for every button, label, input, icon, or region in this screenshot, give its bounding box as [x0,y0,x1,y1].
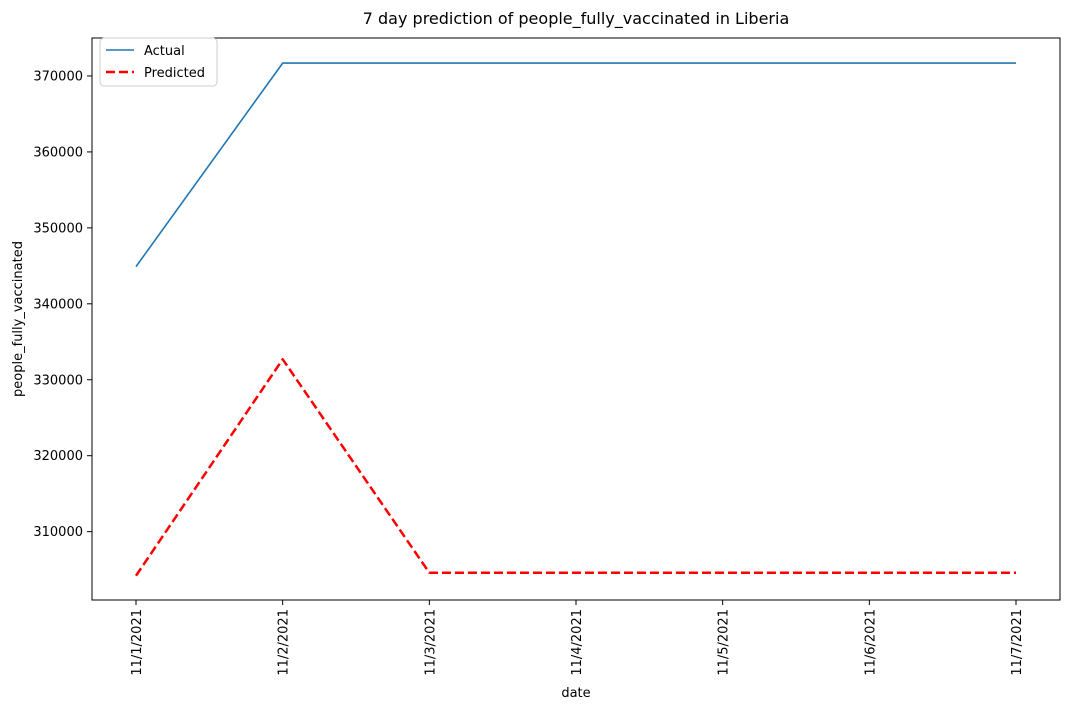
y-tick-label: 370000 [33,69,83,84]
x-tick-label: 11/6/2021 [863,609,878,676]
y-tick-label: 320000 [33,449,83,464]
series-line-actual [135,62,1016,268]
x-tick-label: 11/1/2021 [130,609,145,676]
y-axis-label: people_fully_vaccinated [11,241,26,397]
y-tick-label: 360000 [33,145,83,160]
y-axis: 310000 320000 330000 340000 350000 360000 3700… [33,69,92,540]
series-layer [134,62,1016,577]
chart-title: 7 day prediction of people_fully_vaccina… [363,9,790,29]
legend-label-predicted: Predicted [144,66,205,81]
series-line-predicted [134,358,1016,577]
y-tick-label: 310000 [33,525,83,540]
y-tick-label: 330000 [33,373,83,388]
x-tick-label: 11/2/2021 [277,609,292,676]
x-tick-label: 11/4/2021 [570,609,585,676]
y-tick-label: 340000 [33,297,83,312]
x-axis: 11/1/2021 11/2/2021 11/3/2021 11/4/2021 11/5… [130,600,1025,676]
x-tick-label: 11/7/2021 [1010,609,1025,676]
legend-label-actual: Actual [144,44,185,59]
y-tick-label: 350000 [33,221,83,236]
legend: Actual Predicted [99,37,218,87]
x-axis-label: date [561,686,590,701]
x-tick-label: 11/5/2021 [717,609,732,676]
x-tick-label: 11/3/2021 [423,609,438,676]
plot-frame [91,37,1061,601]
